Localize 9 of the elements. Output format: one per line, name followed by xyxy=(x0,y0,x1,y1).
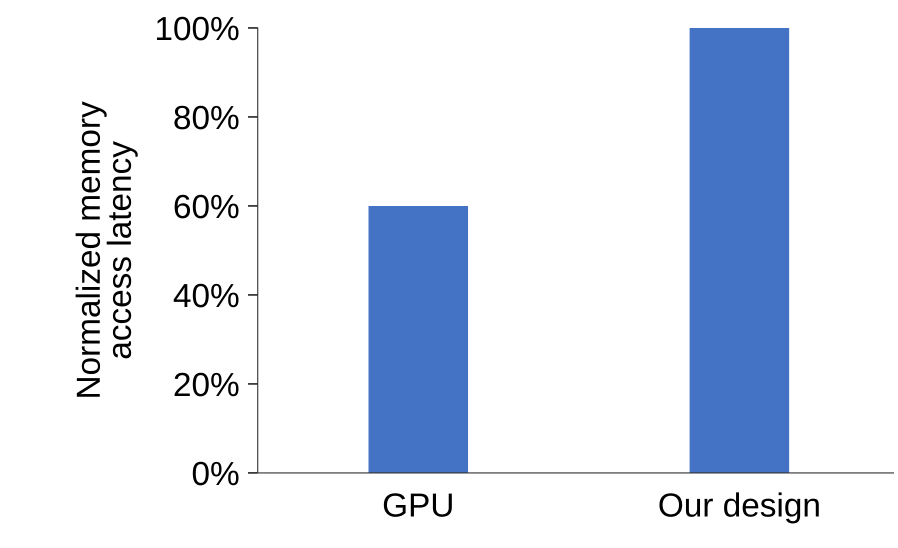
y-tick-label: 100% xyxy=(156,16,238,40)
y-axis-title: Normalized memory access latency xyxy=(76,101,138,397)
y-tick-label: 80% xyxy=(174,106,238,130)
x-tick-label: GPU xyxy=(384,493,452,517)
y-tick-label: 0% xyxy=(192,462,238,486)
y-tick-label: 20% xyxy=(174,372,238,396)
x-tick-label: Our design xyxy=(659,492,819,524)
y-tick-label: 60% xyxy=(174,194,238,218)
y-tick-label: 40% xyxy=(174,284,238,308)
